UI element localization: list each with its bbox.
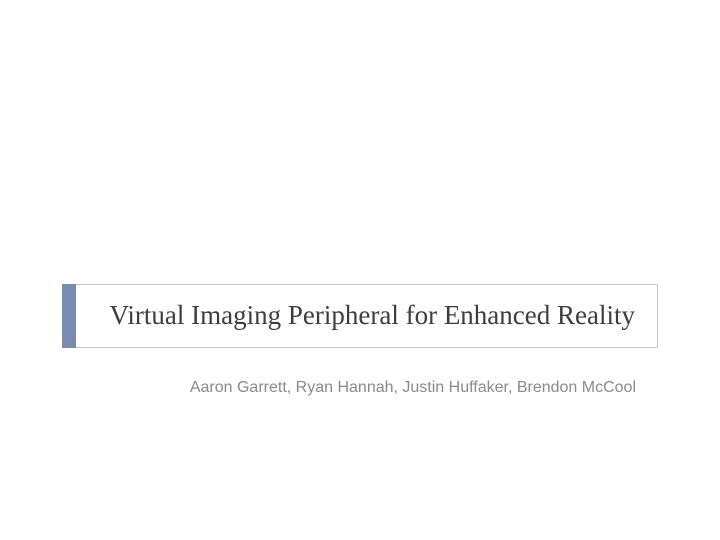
slide: Virtual Imaging Peripheral for Enhanced … — [0, 0, 720, 540]
title-block: Virtual Imaging Peripheral for Enhanced … — [62, 284, 658, 348]
subtitle-box: Aaron Garrett, Ryan Hannah, Justin Huffa… — [76, 371, 658, 405]
slide-subtitle: Aaron Garrett, Ryan Hannah, Justin Huffa… — [98, 377, 636, 399]
subtitle-block: Aaron Garrett, Ryan Hannah, Justin Huffa… — [62, 371, 658, 405]
slide-title: Virtual Imaging Peripheral for Enhanced … — [98, 299, 635, 333]
title-accent-bar — [62, 284, 76, 348]
subtitle-accent-spacer — [62, 371, 76, 405]
title-box: Virtual Imaging Peripheral for Enhanced … — [76, 284, 658, 348]
